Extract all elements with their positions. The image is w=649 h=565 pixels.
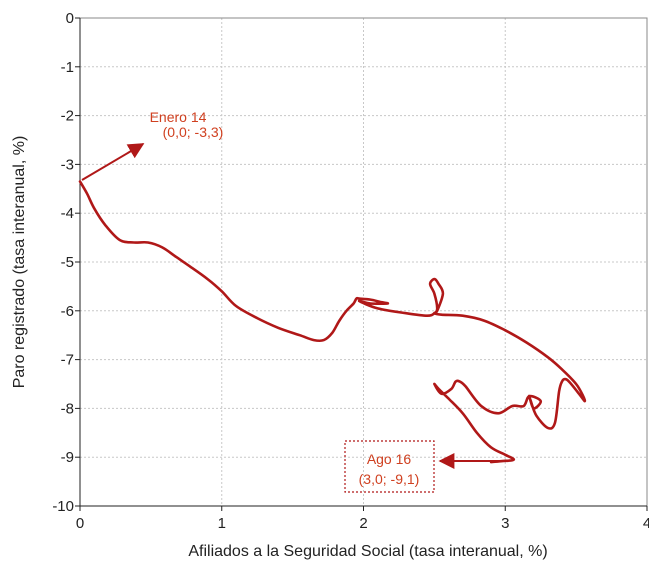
x-axis-title: Afiliados a la Seguridad Social (tasa in… bbox=[188, 543, 547, 560]
y-tick-label: -9 bbox=[61, 449, 74, 466]
annotation-ago-line1: Ago 16 bbox=[367, 451, 412, 467]
x-tick-label: 4 bbox=[643, 515, 649, 532]
annotation-arrow-enero bbox=[81, 143, 145, 181]
series-line-0 bbox=[78, 180, 587, 464]
y-tick-label: -6 bbox=[61, 303, 74, 320]
y-tick-label: 0 bbox=[66, 10, 74, 27]
y-tick-label: -3 bbox=[61, 156, 74, 173]
series-layer bbox=[78, 180, 587, 464]
x-tick-label: 0 bbox=[76, 515, 84, 532]
y-tick-label: -4 bbox=[61, 205, 74, 222]
y-tick-label: -2 bbox=[61, 108, 74, 125]
annotation-ago-line2: (3,0; -9,1) bbox=[359, 471, 420, 487]
tick-labels: 0 1 2 3 4 0 -1 -2 -3 -4 -5 -6 -7 -8 -9 -10 bbox=[52, 10, 649, 532]
y-tick-label: -1 bbox=[61, 59, 74, 76]
annotation-enero-line2: (0,0; -3,3) bbox=[163, 124, 224, 140]
y-tick-label: -5 bbox=[61, 254, 74, 271]
y-tick-label: -7 bbox=[61, 352, 74, 369]
y-axis-title: Paro registrado (tasa interanual, %) bbox=[11, 136, 28, 389]
y-tick-label: -8 bbox=[61, 400, 74, 417]
annotation-enero-line1: Enero 14 bbox=[150, 109, 207, 125]
y-tick-label: -10 bbox=[52, 498, 74, 515]
grid bbox=[80, 18, 647, 506]
annotation-ago-box bbox=[344, 440, 435, 493]
x-tick-label: 1 bbox=[218, 515, 226, 532]
x-tick-label: 2 bbox=[359, 515, 367, 532]
x-tick-label: 3 bbox=[501, 515, 509, 532]
